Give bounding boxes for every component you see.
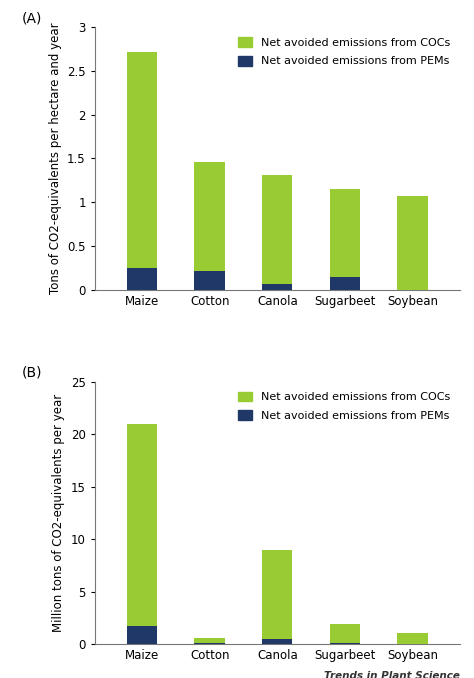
Text: (A): (A) (22, 12, 42, 25)
Bar (127, 626, 157, 644)
Bar (194, 271, 225, 290)
Bar (262, 550, 292, 639)
Bar (397, 196, 428, 290)
Bar (330, 277, 360, 290)
Bar (194, 162, 225, 271)
Bar (127, 424, 157, 626)
Bar (397, 633, 428, 644)
Y-axis label: Tons of CO2-equivalents per hectare and year: Tons of CO2-equivalents per hectare and … (49, 22, 62, 294)
Legend: Net avoided emissions from COCs, Net avoided emissions from PEMs: Net avoided emissions from COCs, Net avo… (234, 387, 454, 425)
Legend: Net avoided emissions from COCs, Net avoided emissions from PEMs: Net avoided emissions from COCs, Net avo… (234, 33, 454, 71)
Bar (330, 624, 360, 643)
Bar (330, 643, 360, 644)
Bar (127, 52, 157, 268)
Bar (262, 639, 292, 644)
Bar (194, 643, 225, 644)
Bar (262, 175, 292, 283)
Text: (B): (B) (22, 366, 42, 380)
Text: Trends in Plant Science: Trends in Plant Science (324, 671, 460, 678)
Bar (194, 638, 225, 643)
Bar (127, 268, 157, 290)
Y-axis label: Million tons of CO2-equivalents per year: Million tons of CO2-equivalents per year (52, 394, 65, 632)
Bar (262, 283, 292, 290)
Bar (330, 189, 360, 277)
